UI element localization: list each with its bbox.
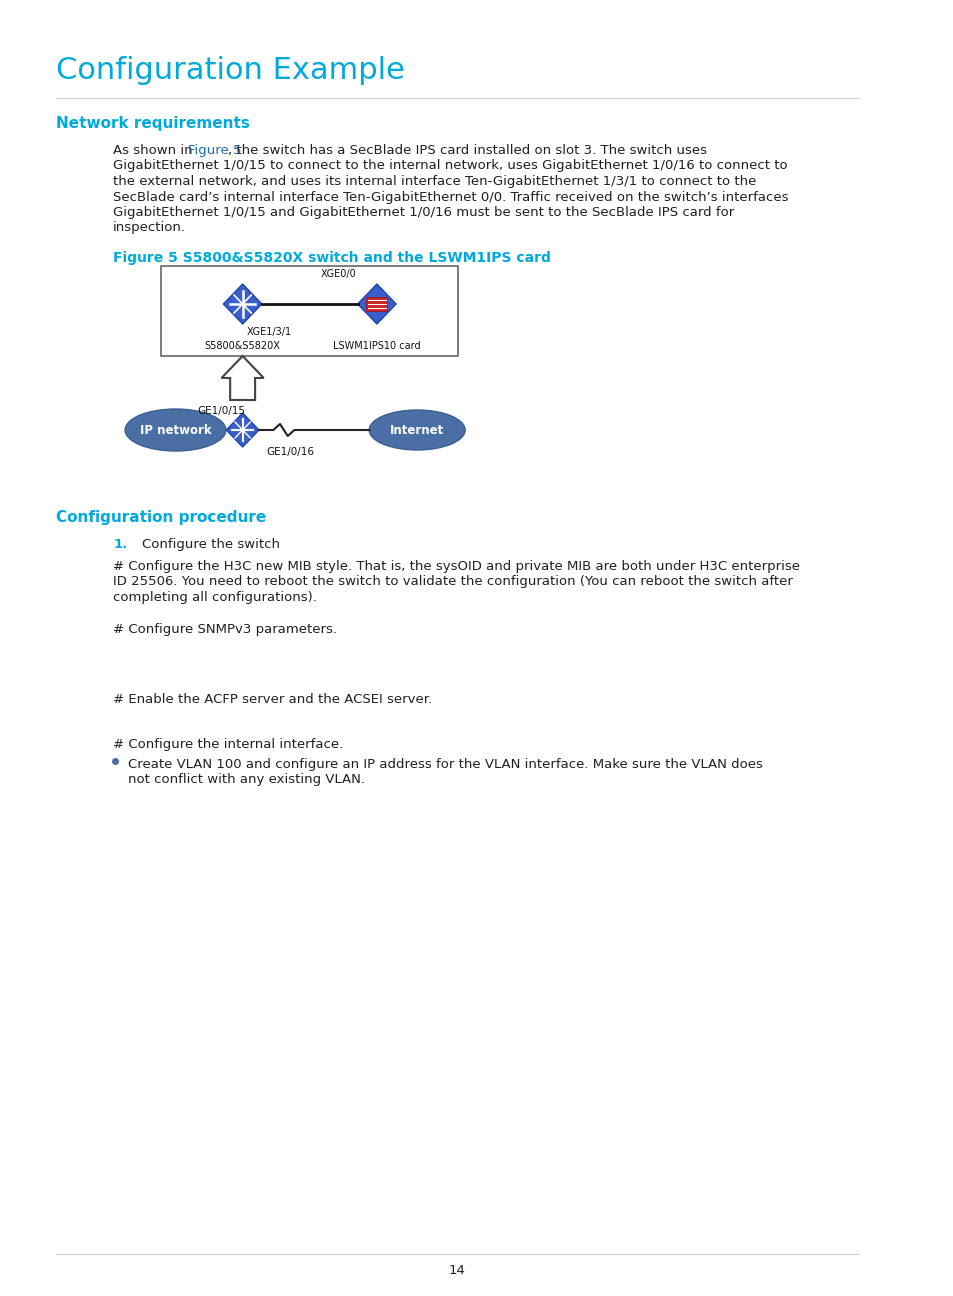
Text: GigabitEthernet 1/0/15 to connect to the internal network, uses GigabitEthernet : GigabitEthernet 1/0/15 to connect to the… [113, 159, 787, 172]
Bar [366, 297, 387, 311]
Polygon shape [223, 284, 261, 324]
Text: Configure the switch: Configure the switch [142, 538, 279, 551]
Text: Configuration Example: Configuration Example [55, 56, 404, 86]
Text: the external network, and uses its internal interface Ten-GigabitEthernet 1/3/1 : the external network, and uses its inter… [113, 175, 756, 188]
Text: GE1/0/15: GE1/0/15 [197, 406, 245, 416]
Polygon shape [357, 284, 395, 324]
Text: Figure 5 S5800&S5820X switch and the LSWM1IPS card: Figure 5 S5800&S5820X switch and the LSW… [113, 251, 551, 264]
Text: S5800&S5820X: S5800&S5820X [205, 341, 280, 351]
Text: SecBlade card’s internal interface Ten-GigabitEthernet 0/0. Traffic received on : SecBlade card’s internal interface Ten-G… [113, 191, 788, 203]
Text: # Enable the ACFP server and the ACSEI server.: # Enable the ACFP server and the ACSEI s… [113, 693, 432, 706]
Text: 14: 14 [449, 1264, 465, 1277]
Text: IP network: IP network [139, 424, 212, 437]
Text: XGE1/3/1: XGE1/3/1 [247, 327, 292, 337]
Text: GigabitEthernet 1/0/15 and GigabitEthernet 1/0/16 must be sent to the SecBlade I: GigabitEthernet 1/0/15 and GigabitEthern… [113, 206, 734, 219]
Text: # Configure SNMPv3 parameters.: # Configure SNMPv3 parameters. [113, 623, 336, 636]
Text: GE1/0/16: GE1/0/16 [266, 447, 314, 457]
Polygon shape [226, 413, 258, 447]
Text: ID 25506. You need to reboot the switch to validate the configuration (You can r: ID 25506. You need to reboot the switch … [113, 575, 792, 588]
Text: completing all configurations).: completing all configurations). [113, 591, 316, 604]
Text: Create VLAN 100 and configure an IP address for the VLAN interface. Make sure th: Create VLAN 100 and configure an IP addr… [128, 758, 761, 771]
Text: # Configure the internal interface.: # Configure the internal interface. [113, 737, 343, 750]
Bar [161, 266, 458, 356]
Text: inspection.: inspection. [113, 222, 186, 235]
Polygon shape [221, 356, 263, 400]
Text: Configuration procedure: Configuration procedure [55, 511, 266, 525]
Text: # Configure the H3C new MIB style. That is, the sysOID and private MIB are both : # Configure the H3C new MIB style. That … [113, 560, 800, 573]
Text: LSWM1IPS10 card: LSWM1IPS10 card [333, 341, 420, 351]
Text: XGE0/0: XGE0/0 [320, 270, 356, 279]
Text: , the switch has a SecBlade IPS card installed on slot 3. The switch uses: , the switch has a SecBlade IPS card ins… [228, 144, 706, 157]
Text: not conflict with any existing VLAN.: not conflict with any existing VLAN. [128, 774, 364, 787]
Text: As shown in: As shown in [113, 144, 197, 157]
Ellipse shape [125, 410, 226, 451]
Ellipse shape [369, 410, 465, 450]
Text: Internet: Internet [390, 424, 444, 437]
Text: 1.: 1. [113, 538, 128, 551]
Text: Network requirements: Network requirements [55, 117, 250, 131]
Text: Figure 5: Figure 5 [188, 144, 241, 157]
